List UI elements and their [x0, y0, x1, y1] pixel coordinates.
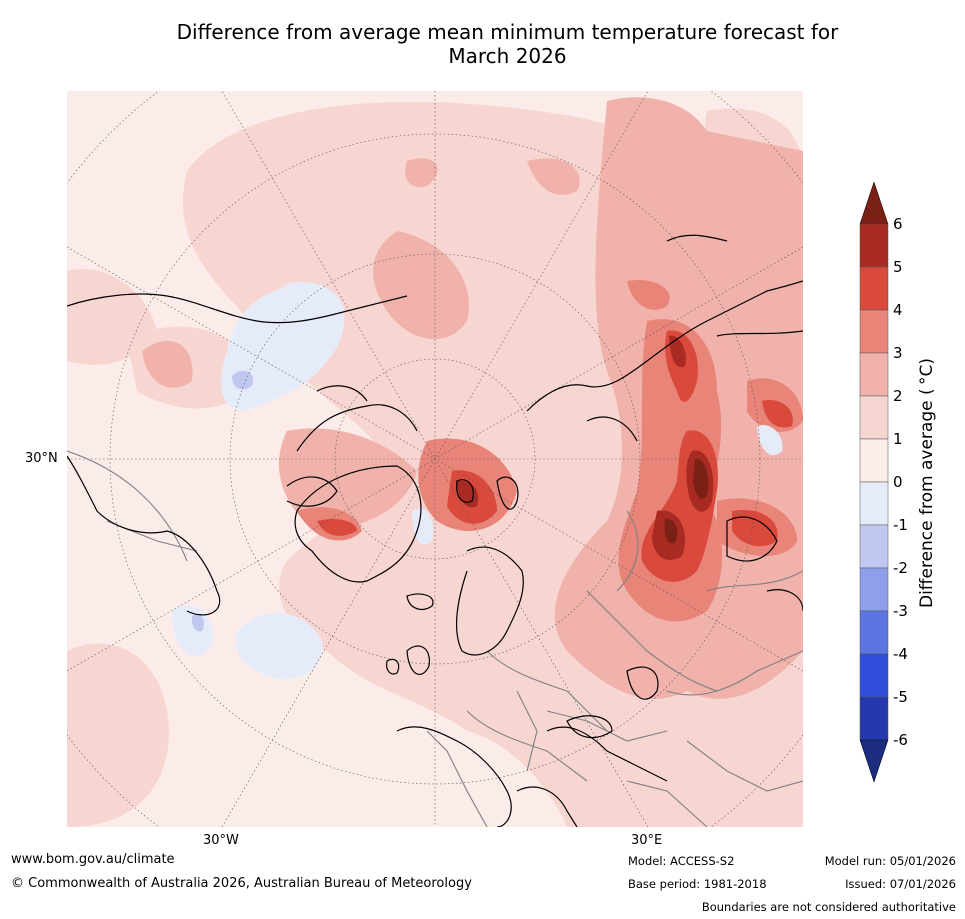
- footer-model-run: Model run: 05/01/2026: [824, 854, 956, 868]
- colorbar-tick-label: -3: [893, 602, 908, 620]
- colorbar-tick-label: -6: [893, 731, 908, 749]
- colorbar-segment: [859, 223, 889, 268]
- anomaly-band-neg-2-1: [191, 370, 253, 632]
- colorbar-tick-label: 1: [893, 430, 903, 448]
- colorbar-tick-label: -2: [893, 559, 908, 577]
- colorbar-tick-label: 4: [893, 301, 903, 319]
- colorbar-segment: [859, 653, 889, 698]
- title-line-2: March 2026: [448, 44, 567, 68]
- colorbar-segment: [859, 524, 889, 569]
- colorbar-label: Difference from average ( °C): [917, 357, 937, 609]
- coastlines: [67, 234, 803, 827]
- colorbar-segment: [859, 696, 889, 741]
- forecast-map[interactable]: [67, 91, 803, 827]
- colorbar-segment: [859, 266, 889, 311]
- graticule: [67, 91, 803, 827]
- colorbar-tick-label: 0: [893, 473, 903, 491]
- footer-base-period: Base period: 1981-2018: [628, 877, 767, 891]
- colorbar-tick-label: 5: [893, 258, 903, 276]
- footer-issued: Issued: 07/01/2026: [845, 877, 956, 891]
- colorbar-tick-label: -5: [893, 688, 908, 706]
- colorbar-tick-label: 2: [893, 387, 903, 405]
- colorbar-arrow-top: [859, 181, 889, 225]
- map-svg: [67, 91, 803, 827]
- country-borders: [67, 450, 803, 827]
- colorbar-segment: [859, 567, 889, 612]
- lon-label-30w: 30°W: [203, 833, 239, 848]
- colorbar-tick-label: 6: [893, 215, 903, 233]
- colorbar-tick-label: -4: [893, 645, 908, 663]
- lon-label-30e: 30°E: [631, 833, 663, 848]
- footer-disclaimer: Boundaries are not considered authoritat…: [701, 900, 956, 914]
- footer-model: Model: ACCESS-S2: [628, 854, 735, 868]
- colorbar-segment: [859, 610, 889, 655]
- colorbar-tick-label: 3: [893, 344, 903, 362]
- colorbar-segment: [859, 395, 889, 440]
- lat-label-30n: 30°N: [25, 451, 58, 466]
- colorbar: [859, 181, 889, 783]
- colorbar-segment: [859, 309, 889, 354]
- colorbar-tick-label: -1: [893, 516, 908, 534]
- footer-copyright: © Commonwealth of Australia 2026, Austra…: [11, 876, 472, 891]
- colorbar-segments: [859, 181, 889, 783]
- chart-title: Difference from average mean minimum tem…: [60, 20, 955, 68]
- title-line-1: Difference from average mean minimum tem…: [176, 20, 839, 44]
- anomaly-band-above-6: [664, 458, 709, 544]
- colorbar-segment: [859, 352, 889, 397]
- colorbar-segment: [859, 438, 889, 483]
- colorbar-segment: [859, 481, 889, 526]
- footer-url[interactable]: www.bom.gov.au/climate: [11, 852, 175, 867]
- graticule-meridian-60w: [67, 246, 803, 672]
- colorbar-arrow-bottom: [859, 739, 889, 783]
